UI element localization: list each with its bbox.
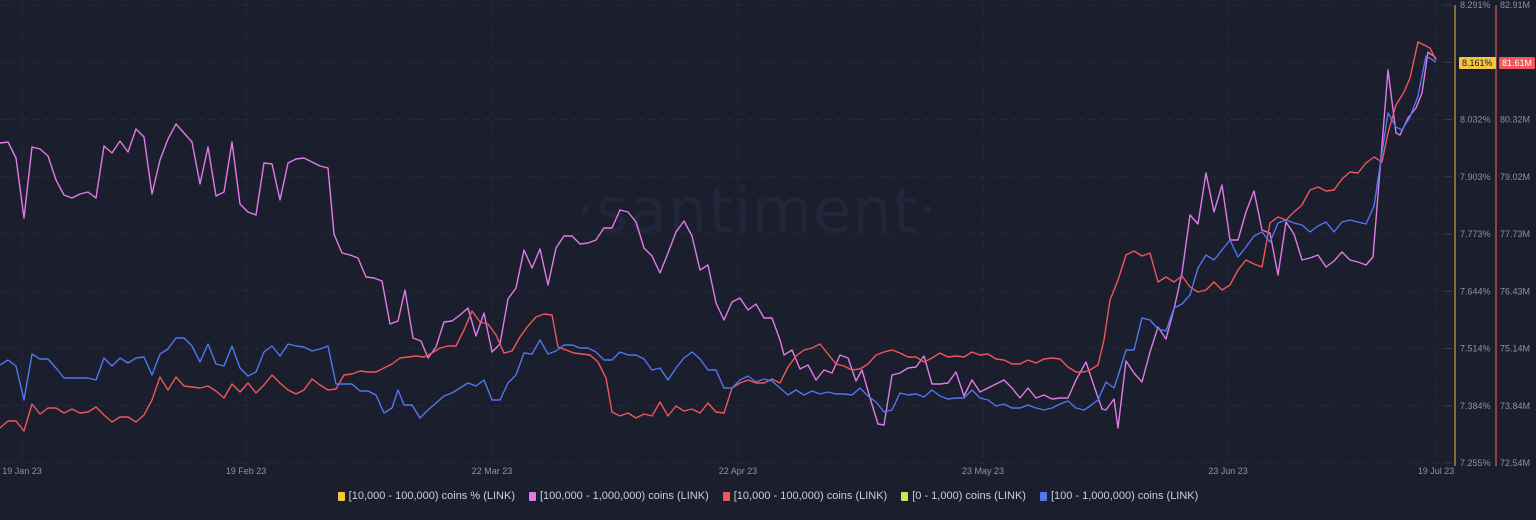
left-badge-label: 8.161% [1462,58,1493,68]
legend-label: [0 - 1,000) coins (LINK) [912,490,1026,502]
right-axis-tick-label: 72.54M [1500,458,1530,468]
x-axis-tick-label: 23 Jun 23 [1208,466,1248,476]
left-axis-tick-label: 7.514% [1460,344,1491,354]
left-axis-tick-label: 8.291% [1460,0,1491,10]
x-axis-ticks: 19 Jan 23 19 Feb 23 22 Mar 23 22 Apr 23 23 M… [2,466,1454,476]
legend-label: [10,000 - 100,000) coins % (LINK) [348,490,515,502]
watermark: ·santiment· [575,174,939,247]
legend-swatch-icon [1039,491,1047,501]
right-axis-tick-label: 80.32M [1500,115,1530,125]
right-axis-tick-label: 77.73M [1500,229,1530,239]
left-axis-tick-label: 7.255% [1460,458,1491,468]
left-axis-tick-label: 7.773% [1460,229,1491,239]
right-axis-tick-label: 82.91M [1500,0,1530,10]
legend-item-coins-10k-100k[interactable]: [10,000 - 100,000) coins (LINK) [722,490,888,502]
right-badge-label: 81.61M [1502,58,1533,68]
left-axis-current-badge: 8.161% [1459,57,1496,69]
right-axis-tick-label: 75.14M [1500,344,1530,354]
legend-swatch-icon [901,491,909,501]
left-axis-tick-label: 7.644% [1460,286,1491,296]
legend-item-coins-100k-1m[interactable]: [100,000 - 1,000,000) coins (LINK) [528,490,709,502]
series-line [0,41,1437,432]
x-axis-tick-label: 22 Apr 23 [719,466,758,476]
right-axis-ticks: 82.91M 81.61M 80.32M 79.02M 77.73M 76.43M 75.1… [1500,0,1530,468]
gridlines [0,0,1452,466]
legend-swatch-icon [528,491,536,501]
x-axis-tick-label: 19 Jul 23 [1418,466,1455,476]
left-axis-tick-label: 7.384% [1460,401,1491,411]
legend-label: [100,000 - 1,000,000) coins (LINK) [539,490,709,502]
series-lines [0,41,1437,432]
legend-swatch-icon [337,491,345,501]
right-axis-tick-label: 79.02M [1500,172,1530,182]
series-line [0,51,1437,429]
right-axis-current-badge: 81.61M [1499,57,1536,69]
legend-label: [100 - 1,000,000) coins (LINK) [1050,490,1199,502]
x-axis-tick-label: 22 Mar 23 [472,466,513,476]
x-axis-tick-label: 19 Feb 23 [226,466,267,476]
x-axis-tick-label: 19 Jan 23 [2,466,42,476]
chart-legend: [10,000 - 100,000) coins % (LINK) [100,0… [0,490,1536,502]
right-axis-tick-label: 73.84M [1500,401,1530,411]
right-axis-tick-label: 76.43M [1500,286,1530,296]
legend-swatch-icon [722,491,730,501]
legend-item-coins-pct-10k-100k[interactable]: [10,000 - 100,000) coins % (LINK) [337,490,515,502]
left-axis-ticks: 8.291% 8.161% 8.032% 7.903% 7.773% 7.644% 7.51… [1446,0,1491,468]
x-axis-tick-label: 23 May 23 [962,466,1004,476]
left-axis-tick-label: 8.032% [1460,115,1491,125]
legend-item-coins-100-1m[interactable]: [100 - 1,000,000) coins (LINK) [1039,490,1199,502]
legend-label: [10,000 - 100,000) coins (LINK) [733,490,888,502]
left-axis-tick-label: 7.903% [1460,172,1491,182]
series-line [0,55,1437,419]
legend-item-coins-0-1k[interactable]: [0 - 1,000) coins (LINK) [901,490,1026,502]
